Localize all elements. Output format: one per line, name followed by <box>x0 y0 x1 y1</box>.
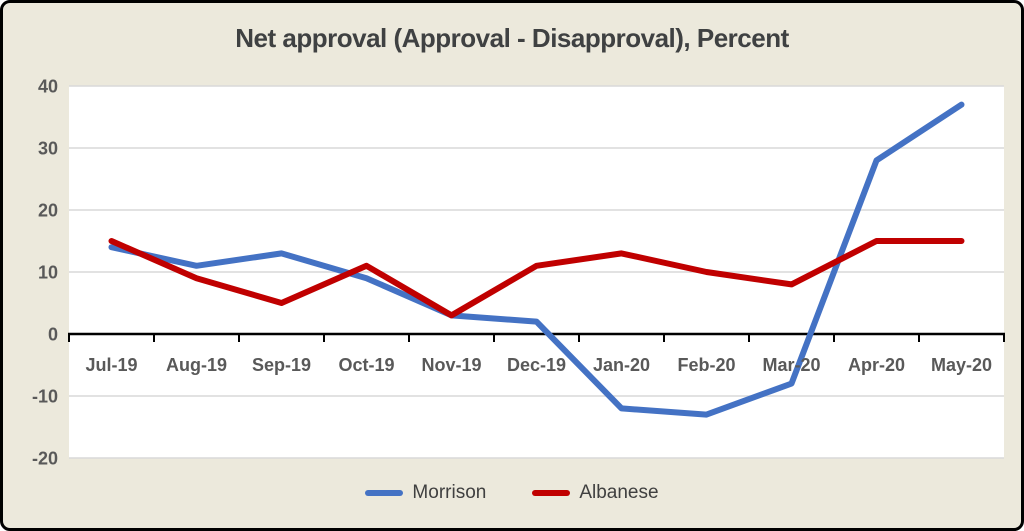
x-tick-label: Sep-19 <box>252 355 311 375</box>
x-tick-label: Jan-20 <box>593 355 650 375</box>
x-tick-label: Feb-20 <box>677 355 735 375</box>
x-tick-label: May-20 <box>931 355 992 375</box>
plot-layer: 40 30 20 10 0 -10 -20 Jul-19 Aug-19 Sep-19 Oct-19 N… <box>32 77 1005 469</box>
y-tick-label: 20 <box>38 201 58 221</box>
legend: Morrison Albanese <box>3 482 1021 504</box>
y-tick-label: -10 <box>32 387 58 407</box>
chart-svg: 40 30 20 10 0 -10 -20 Jul-19 Aug-19 Sep-19 Oct-19 N… <box>32 77 1005 469</box>
series-line-morrison <box>108 101 965 418</box>
x-tick-label: Nov-19 <box>421 355 481 375</box>
x-tick-label: Aug-19 <box>166 355 227 375</box>
series-line-albanese <box>108 238 965 319</box>
legend-label-albanese: Albanese <box>579 482 659 503</box>
albanese-line-marker <box>532 490 571 496</box>
x-tick-label: Oct-19 <box>338 355 394 375</box>
x-tick-label: Mar-20 <box>762 355 820 375</box>
x-tick-label: Jul-19 <box>85 355 137 375</box>
y-tick-label: 40 <box>38 77 58 97</box>
y-tick-label: 30 <box>38 139 58 159</box>
x-tick-label: Dec-19 <box>507 355 566 375</box>
legend-item-morrison: Morrison <box>365 482 486 504</box>
x-tick-label: Apr-20 <box>848 355 905 375</box>
legend-item-albanese: Albanese <box>532 482 659 504</box>
morrison-line-marker <box>365 490 404 496</box>
y-tick-label: -20 <box>32 449 58 469</box>
y-tick-label: 0 <box>48 325 58 345</box>
chart-title: Net approval (Approval - Disapproval), P… <box>235 23 789 53</box>
legend-label-morrison: Morrison <box>412 482 487 503</box>
y-tick-label: 10 <box>38 263 58 283</box>
